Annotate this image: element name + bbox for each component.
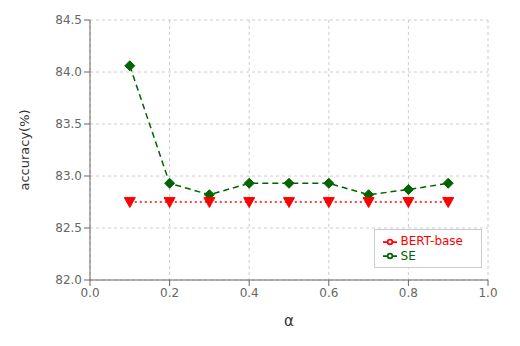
svg-text:82.0: 82.0 [55, 273, 82, 287]
svg-text:84.5: 84.5 [55, 13, 82, 27]
html-text:BERT-base: BERT-base [400, 234, 463, 248]
svg-text:83.0: 83.0 [55, 169, 82, 183]
svg-text:0.2: 0.2 [160, 286, 179, 300]
html-text:SE: SE [400, 248, 416, 263]
svg-text:84.0: 84.0 [55, 65, 82, 79]
svg-text:α: α [284, 312, 294, 330]
svg-text:0.0: 0.0 [80, 286, 99, 300]
svg-text:0.8: 0.8 [399, 286, 418, 300]
svg-text:1.0: 1.0 [478, 286, 497, 300]
svg-text:0.4: 0.4 [240, 286, 259, 300]
svg-text:accuracy(%): accuracy(%) [17, 109, 32, 190]
svg-text:0.6: 0.6 [319, 286, 338, 300]
svg-text:83.5: 83.5 [55, 117, 82, 131]
svg-text:82.5: 82.5 [55, 221, 82, 235]
